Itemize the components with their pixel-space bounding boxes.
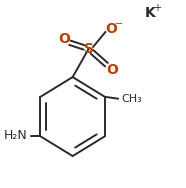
Text: O: O — [58, 33, 70, 46]
Text: +: + — [153, 3, 161, 14]
Text: K: K — [145, 6, 156, 20]
Text: CH₃: CH₃ — [122, 94, 142, 104]
Text: O: O — [106, 22, 118, 36]
Text: O: O — [107, 63, 118, 77]
Text: −: − — [115, 19, 123, 30]
Text: H₂N: H₂N — [3, 129, 27, 143]
Text: S: S — [84, 42, 94, 56]
